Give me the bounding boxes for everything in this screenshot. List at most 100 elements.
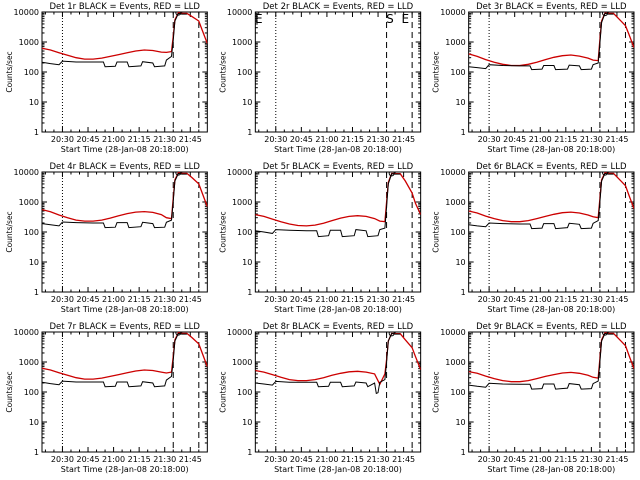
panel-det-6: Det 6r BLACK = Events, RED = LLD 1 10 100 10…	[432, 162, 635, 314]
x-tick-label: 20:30	[51, 455, 74, 464]
events-series-line	[468, 12, 614, 71]
x-tick-label: 21:45	[605, 135, 628, 144]
chart-title: Det 4r BLACK = Events, RED = LLD	[49, 162, 200, 172]
events-series-line	[42, 332, 187, 388]
y-tick-label: 10000	[14, 8, 39, 17]
x-axis-label: Start Time (28-Jan-08 20:18:00)	[274, 465, 402, 474]
peak-marker	[602, 172, 609, 176]
x-tick-label: 21:15	[341, 295, 364, 304]
plot-frame	[468, 11, 635, 133]
x-tick-label: 21:15	[128, 455, 151, 464]
plot-frame	[41, 171, 208, 293]
lld-series-line	[42, 172, 208, 222]
y-axis-label: Counts/sec	[432, 371, 441, 412]
y-tick-label: 10	[455, 418, 465, 427]
y-tick-label: 10000	[227, 8, 252, 17]
lld-series-line	[468, 172, 634, 223]
y-tick-label: 1000	[19, 38, 39, 47]
lld-series-line	[468, 332, 634, 383]
x-axis-label: Start Time (28-Jan-08 20:18:00)	[274, 145, 402, 154]
x-tick-label: 21:15	[128, 135, 151, 144]
lld-series-line	[468, 12, 634, 67]
y-tick-label: 10	[455, 258, 465, 267]
x-tick-label: 20:45	[76, 455, 99, 464]
x-tick-label: 20:45	[290, 135, 313, 144]
x-axis-label: Start Time (28-Jan-08 20:18:00)	[61, 305, 189, 314]
series-group	[255, 172, 421, 238]
series-group	[42, 332, 208, 388]
y-axis-label: Counts/sec	[218, 51, 227, 92]
plot-frame	[41, 331, 208, 453]
y-tick-label: 1	[34, 288, 39, 297]
x-tick-label: 21:15	[341, 135, 364, 144]
lld-series-line	[255, 332, 421, 386]
chart-title: Det 9r BLACK = Events, RED = LLD	[476, 322, 627, 332]
x-tick-label: 21:30	[580, 295, 603, 304]
y-tick-label: 1000	[232, 358, 252, 367]
y-tick-label: 100	[450, 228, 465, 237]
y-axis-label: Counts/sec	[432, 51, 441, 92]
x-axis-label: Start Time (28-Jan-08 20:18:00)	[487, 145, 615, 154]
y-axis-label: Counts/sec	[218, 371, 227, 412]
x-tick-label: 21:45	[605, 455, 628, 464]
panel-det-5: Det 5r BLACK = Events, RED = LLD 1 10 100 10…	[218, 162, 422, 314]
plot-frame	[41, 11, 208, 133]
x-tick-label: 20:45	[76, 135, 99, 144]
x-tick-label: 21:45	[179, 295, 202, 304]
peak-marker	[602, 12, 609, 17]
x-tick-label: 20:30	[264, 135, 287, 144]
peak-marker	[388, 172, 395, 177]
x-tick-label: 21:15	[554, 455, 577, 464]
y-tick-label: 100	[24, 388, 39, 397]
x-tick-label: 21:45	[179, 455, 202, 464]
x-tick-label: 21:15	[341, 455, 364, 464]
lld-series-line	[255, 172, 421, 227]
y-tick-label: 1000	[232, 198, 252, 207]
annotation-letter: E	[255, 12, 263, 26]
panel-det-9: Det 9r BLACK = Events, RED = LLD 1 10 100 10…	[432, 322, 635, 474]
y-tick-label: 10000	[14, 168, 39, 177]
panel-det-2: Det 2r BLACK = Events, RED = LLD 1 10 100 10…	[218, 2, 422, 154]
x-tick-label: 21:00	[529, 295, 552, 304]
plot-frame	[468, 171, 635, 293]
x-tick-label: 20:30	[478, 295, 501, 304]
y-tick-label: 1	[461, 448, 466, 457]
x-tick-label: 20:30	[51, 295, 74, 304]
series-group	[255, 332, 421, 395]
peak-marker	[175, 332, 182, 336]
plot-frame	[254, 11, 422, 133]
x-tick-label: 21:00	[102, 455, 125, 464]
lld-series-line	[42, 12, 208, 60]
x-tick-label: 20:30	[478, 455, 501, 464]
peak-marker	[388, 332, 395, 337]
chart-title: Det 2r BLACK = Events, RED = LLD	[263, 2, 414, 12]
y-tick-label: 10	[29, 418, 39, 427]
x-tick-label: 21:45	[392, 135, 415, 144]
series-group	[468, 172, 634, 230]
x-tick-label: 21:30	[367, 455, 390, 464]
y-tick-label: 1	[34, 128, 39, 137]
x-tick-label: 20:45	[290, 455, 313, 464]
x-axis-label: Start Time (28-Jan-08 20:18:00)	[487, 465, 615, 474]
x-tick-label: 21:45	[179, 135, 202, 144]
y-tick-label: 1	[34, 448, 39, 457]
events-series-line	[255, 173, 401, 238]
chart-title: Det 6r BLACK = Events, RED = LLD	[476, 162, 627, 172]
x-tick-label: 21:15	[128, 295, 151, 304]
y-tick-label: 1000	[232, 38, 252, 47]
x-axis-label: Start Time (28-Jan-08 20:18:00)	[61, 145, 189, 154]
annotation-letter: S	[386, 12, 394, 26]
x-tick-label: 21:00	[315, 295, 338, 304]
series-group	[468, 332, 634, 390]
chart-title: Det 5r BLACK = Events, RED = LLD	[263, 162, 414, 172]
x-tick-label: 21:45	[605, 295, 628, 304]
y-tick-label: 1	[247, 128, 252, 137]
lld-series-line	[42, 332, 208, 380]
panel-det-1: Det 1r BLACK = Events, RED = LLD 1 10 100 10…	[5, 2, 208, 154]
x-tick-label: 21:00	[529, 455, 552, 464]
x-tick-label: 21:00	[102, 295, 125, 304]
x-tick-label: 21:30	[367, 295, 390, 304]
y-tick-label: 10000	[440, 328, 465, 337]
events-series-line	[468, 332, 614, 390]
y-tick-label: 100	[450, 388, 465, 397]
